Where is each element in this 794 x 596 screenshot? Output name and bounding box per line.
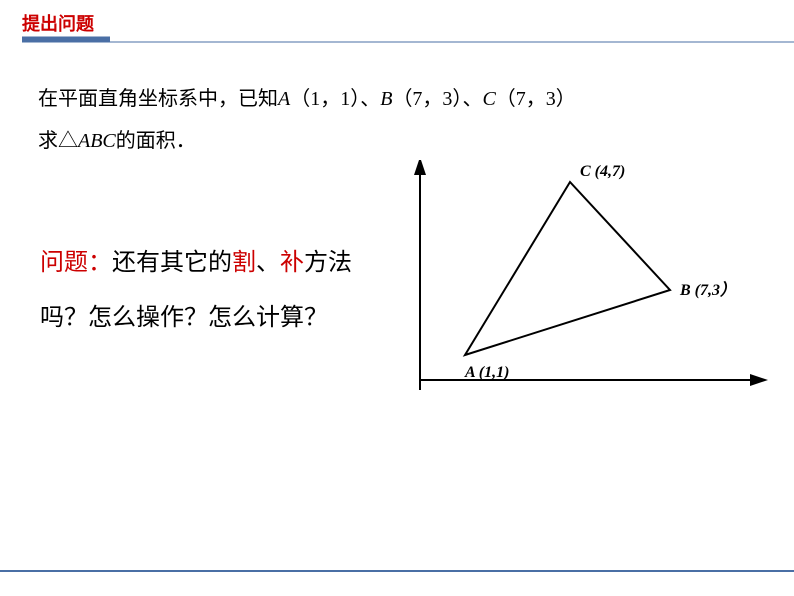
question-t3: 、	[256, 250, 280, 276]
problem-abc: ABC	[78, 130, 116, 152]
footer-line	[0, 570, 794, 572]
problem-prefix: 在平面直角坐标系中，已知	[38, 88, 278, 110]
sep-2: 、	[462, 88, 482, 110]
diagram-label-b: B (7,3）	[679, 280, 736, 299]
diagram-label-c: C (4,7)	[580, 163, 625, 180]
problem-statement: 在平面直角坐标系中，已知A（1，1）、B（7，3）、C（7，3） 求△ABC的面…	[38, 78, 758, 162]
problem-line2-suffix: 的面积．	[116, 130, 196, 152]
coordinate-diagram: A (1,1) B (7,3） C (4,7)	[380, 160, 780, 420]
problem-line2-prefix: 求△	[38, 130, 78, 152]
sep-1: 、	[360, 88, 380, 110]
point-c-label: C	[482, 88, 495, 110]
question-cut: 割	[232, 250, 256, 276]
diagram-label-a: A (1,1)	[464, 364, 509, 381]
question-fill: 补	[280, 250, 304, 276]
question-label: 问题：	[40, 250, 112, 276]
question-block: 问题：还有其它的割、补方法吗？怎么操作？怎么计算？	[40, 236, 370, 346]
point-c-coord: （7，3）	[496, 88, 576, 110]
header-underline	[0, 36, 794, 46]
triangle-abc	[465, 182, 670, 355]
point-a-coord: （1，1）	[290, 88, 360, 110]
point-b-label: B	[380, 88, 392, 110]
point-a-label: A	[278, 88, 290, 110]
section-header-label: 提出问题	[22, 10, 94, 36]
point-b-coord: （7，3）	[392, 88, 462, 110]
question-t1: 还有其它的	[112, 250, 232, 276]
